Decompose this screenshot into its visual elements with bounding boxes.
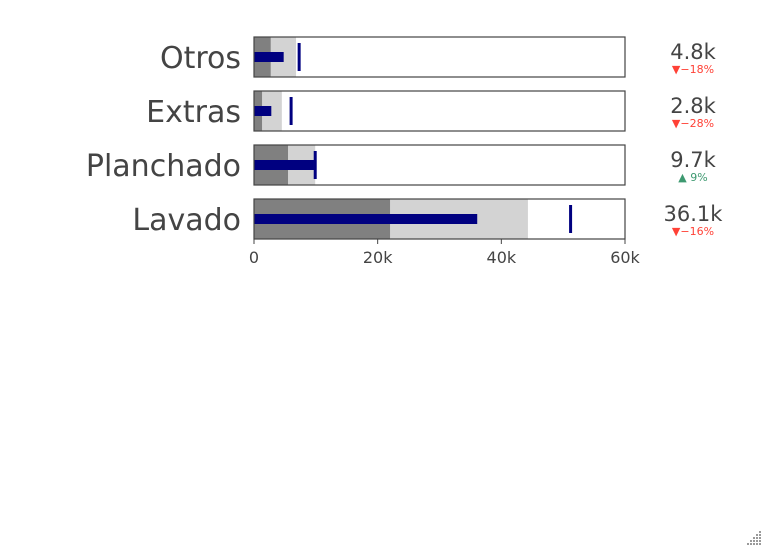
bullet-frame — [253, 36, 626, 78]
indicator-value: 2.8k — [670, 94, 716, 118]
bullet-row-planchado: Planchado 9.7k▲ 9% — [86, 144, 717, 186]
indicator-delta: ▼−28% — [672, 117, 714, 130]
bullet-background — [254, 37, 625, 77]
bullet-value-bar — [254, 106, 272, 116]
x-axis: 0 20k 40k 60k — [249, 239, 641, 267]
x-tick-label: 20k — [363, 248, 393, 267]
category-label: Planchado — [86, 149, 241, 184]
bullet-value-bar — [254, 160, 314, 170]
bullet-value-bar — [254, 214, 478, 224]
bullet-row-otros: Otros 4.8k▼−18% — [160, 36, 717, 78]
bullet-frame — [253, 90, 626, 132]
indicator-delta: ▼−16% — [672, 225, 714, 238]
resize-handle-icon[interactable] — [742, 526, 762, 546]
category-label: Otros — [160, 41, 241, 76]
bullet-row-lavado: Lavado 36.1k▼−16% — [132, 198, 724, 240]
x-tick-label: 60k — [610, 248, 640, 267]
category-label: Extras — [146, 95, 241, 130]
indicator-value: 36.1k — [664, 202, 724, 226]
bullet-background — [254, 91, 625, 131]
bullet-value-bar — [254, 52, 284, 62]
bullet-frame — [253, 144, 626, 186]
x-tick-label: 0 — [249, 248, 259, 267]
x-tick-label: 40k — [487, 248, 517, 267]
indicator-delta: ▼−18% — [672, 63, 714, 76]
bullet-row-extras: Extras 2.8k▼−28% — [146, 90, 717, 132]
bullet-frame — [253, 198, 626, 240]
category-label: Lavado — [132, 203, 241, 238]
indicator-delta: ▲ 9% — [678, 171, 707, 184]
indicator-value: 9.7k — [670, 148, 716, 172]
indicator-value: 4.8k — [670, 40, 716, 64]
